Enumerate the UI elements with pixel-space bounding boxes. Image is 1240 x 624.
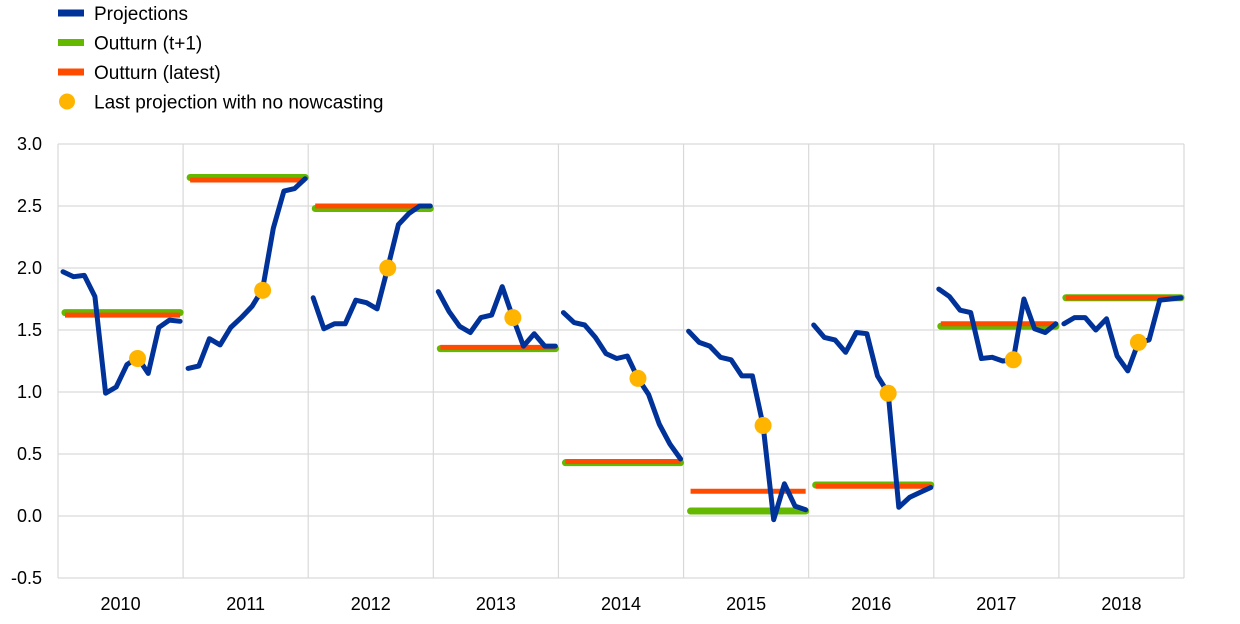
year-group [435,284,559,353]
year-group [1061,294,1185,374]
last-projection-dot [1129,333,1147,351]
last-projection-dot [879,384,897,402]
y-tick-label: -0.5 [11,568,42,588]
year-group [936,286,1060,369]
x-tick-label: 2017 [976,594,1016,614]
x-tick-label: 2015 [726,594,766,614]
last-projection-dot [504,309,522,327]
year-group [185,173,309,371]
y-tick-label: 2.5 [17,196,42,216]
projections-line [310,203,433,332]
legend-label: Projections [94,4,188,25]
axes: 3.0 2.5 2.0 1.5 1.0 0.5 0.0 -0.5 2010 2011 2012 201… [11,134,1141,614]
legend-line-marker [58,39,84,46]
last-projection-dot [629,369,647,387]
legend: Projections Outturn (t+1) Outturn (latest)… [58,4,383,114]
x-tick-label: 2018 [1101,594,1141,614]
y-tick-label: 1.0 [17,382,42,402]
year-group [310,203,434,332]
projections-line [60,269,183,396]
legend-label: Outturn (latest) [94,63,221,84]
year-group [560,310,685,467]
grid [57,143,1185,579]
projections-line [560,310,684,462]
projections-line [686,328,809,523]
y-tick-label: 2.0 [17,258,42,278]
year-group [811,322,935,510]
legend-dot-marker [59,93,75,110]
y-tick-label: 1.5 [17,320,42,340]
legend-label: Last projection with no nowcasting [94,93,383,114]
x-tick-label: 2011 [226,594,265,614]
y-tick-label: 0.0 [17,506,42,526]
last-projection-dot [1004,351,1022,369]
projections-line [185,176,308,371]
last-projection-dot [254,281,272,299]
x-tick-label: 2016 [851,594,891,614]
projections-line [1061,295,1184,374]
year-group [686,328,810,523]
x-tick-label: 2013 [476,594,516,614]
last-projection-dot [754,416,772,434]
legend-label: Outturn (t+1) [94,34,202,55]
legend-line-marker [58,9,84,17]
y-tick-label: 3.0 [17,134,42,154]
x-tick-label: 2014 [601,594,641,614]
series [60,173,1185,523]
x-tick-label: 2010 [101,594,141,614]
year-group [60,269,184,396]
legend-line-marker [58,68,84,76]
projections-line [811,322,934,510]
projections-line [936,286,1059,364]
x-tick-label: 2012 [351,594,391,614]
last-projection-dot [129,350,147,368]
projections-line [435,284,558,349]
y-tick-label: 0.5 [17,444,42,464]
last-projection-dot [379,259,397,277]
